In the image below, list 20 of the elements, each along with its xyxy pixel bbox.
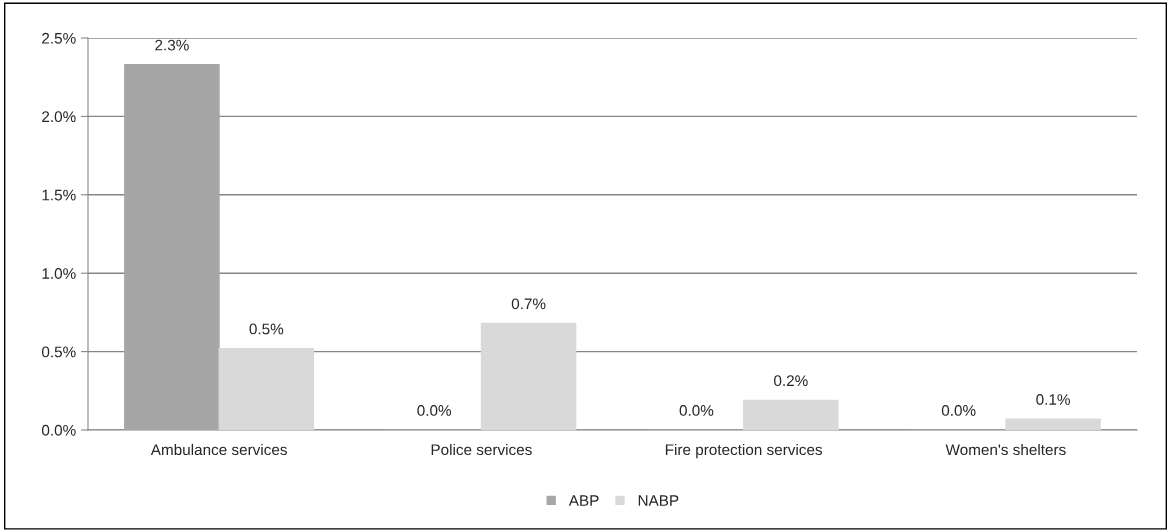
legend-label: NABP (638, 495, 679, 506)
data-label: 0.0% (417, 405, 452, 416)
y-tick-label: 1.0% (42, 268, 76, 279)
y-tick-label: 2.0% (42, 111, 76, 123)
y-tick-label: 2.5% (42, 32, 76, 44)
y-tick-label: 0.0% (41, 424, 76, 436)
data-label: 2.3% (155, 39, 189, 51)
data-label: 0.5% (249, 323, 284, 335)
data-label: 0.0% (941, 405, 976, 416)
x-tick-label: Ambulance services (150, 443, 287, 456)
legend-label: ABP (568, 495, 599, 506)
y-tick-label: 0.5% (41, 346, 76, 358)
data-label: 0.7% (511, 298, 546, 310)
y-tick-label: 1.5% (42, 189, 76, 201)
x-tick-label: Fire protection services (665, 443, 823, 459)
data-label: 0.2% (774, 375, 808, 387)
data-label: 0.1% (1036, 394, 1070, 405)
x-tick-label: Police services (431, 443, 532, 456)
data-label: 0.0% (679, 405, 714, 416)
x-tick-label: Women's shelters (945, 443, 1066, 456)
